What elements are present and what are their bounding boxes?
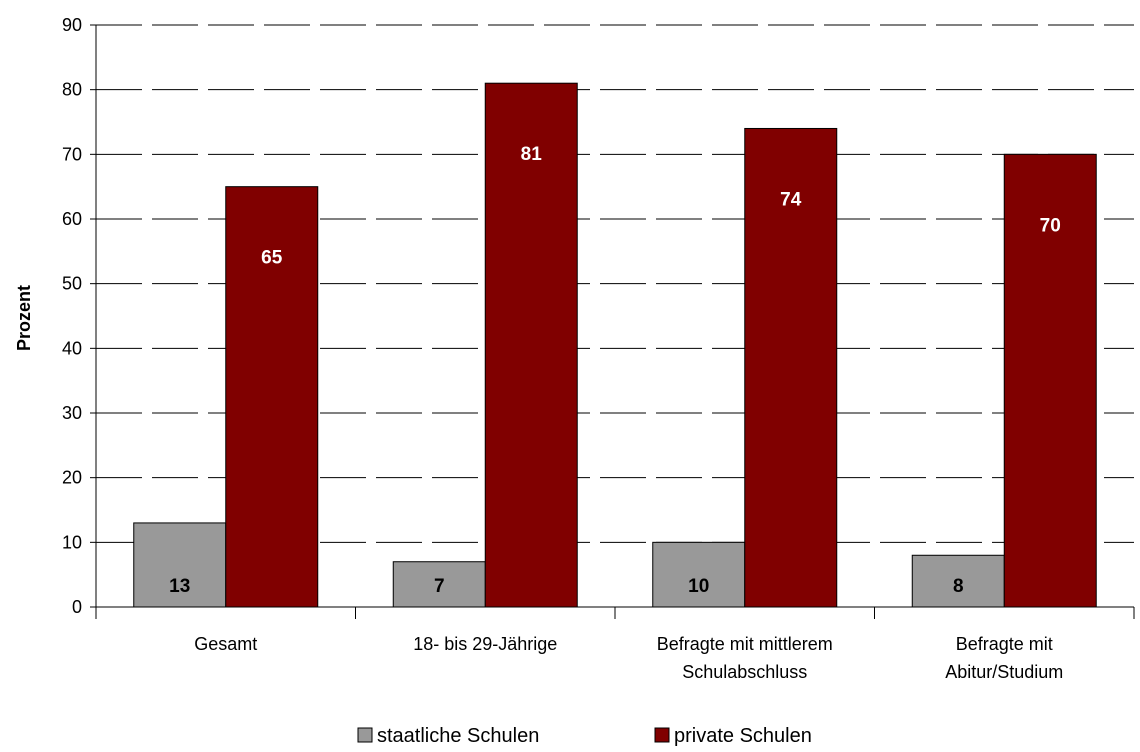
- category-label: 18- bis 29-Jährige: [413, 634, 557, 654]
- legend-swatch: [357, 727, 373, 743]
- y-tick-label: 10: [62, 532, 82, 552]
- bar: [1003, 153, 1097, 608]
- y-tick-label: 60: [62, 209, 82, 229]
- category-label: Befragte mit mittlerem: [657, 634, 833, 654]
- data-label: 74: [780, 189, 802, 210]
- y-axis-label: Prozent: [14, 285, 34, 351]
- bars: 13 65 7 81 10 74 8 70: [133, 82, 1097, 608]
- data-label: 70: [1040, 215, 1061, 236]
- y-tick-label: 40: [62, 338, 82, 358]
- axes: 0 10 20 30 40 50 60 70 80 90 Gesamt 18- bis 29-Jähr…: [62, 15, 1135, 682]
- data-label: 8: [953, 576, 964, 597]
- legend: staatliche Schulen private Schulen: [357, 725, 812, 747]
- y-tick-label: 30: [62, 403, 82, 423]
- data-label: 13: [169, 576, 190, 597]
- y-tick-label: 50: [62, 274, 82, 294]
- data-label: 81: [521, 144, 543, 165]
- y-tick-label: 70: [62, 144, 82, 164]
- data-label: 7: [434, 576, 445, 597]
- y-tick-label: 0: [72, 597, 82, 617]
- category-label: Abitur/Studium: [945, 662, 1063, 682]
- category-label: Schulabschluss: [682, 662, 807, 682]
- category-label: Gesamt: [194, 634, 257, 654]
- y-tick-label: 80: [62, 80, 82, 100]
- legend-swatch: [654, 727, 670, 743]
- y-tick-label: 90: [62, 15, 82, 35]
- y-tick-label: 20: [62, 468, 82, 488]
- bar: [911, 554, 1005, 608]
- category-label: Befragte mit: [956, 634, 1053, 654]
- legend-label: private Schulen: [674, 725, 812, 747]
- data-label: 65: [261, 248, 283, 269]
- data-label: 10: [688, 576, 709, 597]
- bar: [652, 541, 746, 608]
- legend-label: staatliche Schulen: [377, 725, 539, 747]
